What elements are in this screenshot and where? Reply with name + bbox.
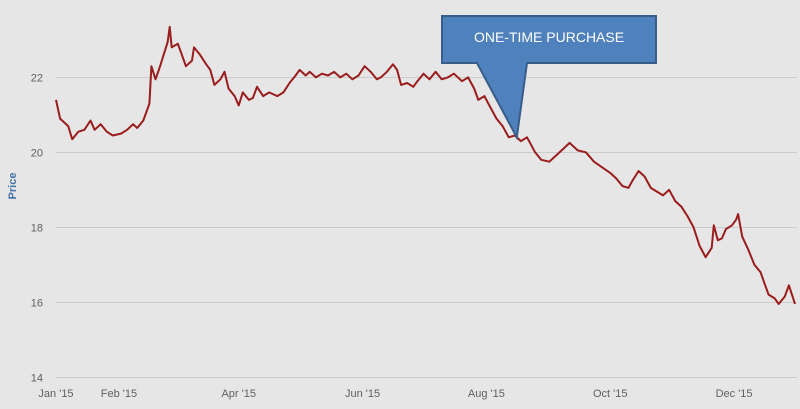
callout-box bbox=[441, 15, 657, 141]
callout-text: ONE-TIME PURCHASE bbox=[474, 29, 624, 45]
y-tick-label: 20 bbox=[31, 148, 43, 160]
price-series-line bbox=[55, 25, 796, 305]
y-axis-title: Price bbox=[7, 173, 19, 200]
y-axis-tick-labels: 14 16 18 20 22 bbox=[31, 73, 43, 385]
x-tick-label: Feb '15 bbox=[101, 388, 137, 400]
y-tick-label: 16 bbox=[31, 298, 43, 310]
x-tick-label: Jan '15 bbox=[38, 388, 73, 400]
gridlines bbox=[56, 77, 797, 378]
x-tick-label: Oct '15 bbox=[593, 388, 628, 400]
x-tick-label: Jun '15 bbox=[345, 388, 380, 400]
y-tick-label: 22 bbox=[31, 73, 43, 85]
x-tick-label: Apr '15 bbox=[221, 388, 256, 400]
x-axis-tick-labels: Jan '15 Feb '15 Apr '15 Jun '15 Aug '15 Oct '… bbox=[38, 388, 752, 400]
one-time-purchase-callout: ONE-TIME PURCHASE bbox=[441, 15, 657, 141]
x-tick-label: Dec '15 bbox=[716, 388, 753, 400]
y-tick-label: 14 bbox=[31, 373, 43, 385]
y-tick-label: 18 bbox=[31, 223, 43, 235]
x-tick-label: Aug '15 bbox=[468, 388, 505, 400]
